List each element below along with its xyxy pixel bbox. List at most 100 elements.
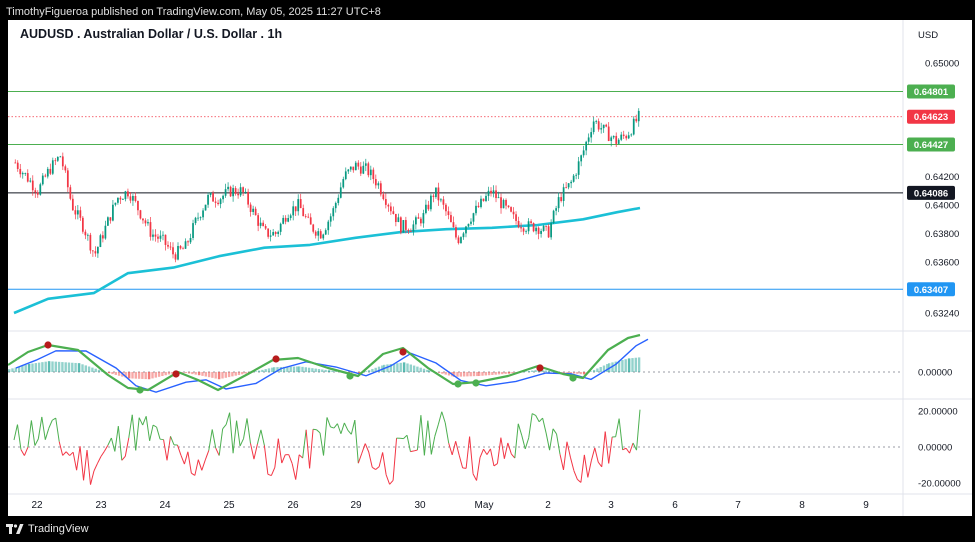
candle-body[interactable] (254, 208, 257, 216)
tradingview-logo-icon[interactable] (6, 523, 24, 535)
candle-body[interactable] (502, 199, 505, 209)
candle-body[interactable] (399, 217, 402, 233)
candle-body[interactable] (490, 190, 492, 194)
candle-body[interactable] (207, 194, 209, 205)
candle-body[interactable] (59, 156, 62, 158)
candle-body[interactable] (500, 197, 502, 209)
candle-body[interactable] (257, 215, 260, 226)
crossover-dot[interactable] (472, 379, 480, 387)
candle-body[interactable] (362, 165, 365, 174)
candle-body[interactable] (224, 189, 227, 196)
candle-body[interactable] (382, 194, 385, 200)
candle-body[interactable] (467, 223, 470, 227)
candle-body[interactable] (86, 234, 89, 236)
crossover-dot[interactable] (569, 374, 577, 382)
candle-body[interactable] (580, 155, 583, 162)
candle-body[interactable] (187, 241, 189, 243)
candle-body[interactable] (94, 251, 97, 254)
candle-body[interactable] (530, 221, 532, 224)
candle-body[interactable] (374, 179, 377, 186)
crossover-dot[interactable] (272, 355, 280, 363)
candle-body[interactable] (179, 245, 182, 249)
candle-body[interactable] (430, 195, 432, 210)
candle-body[interactable] (71, 198, 74, 211)
candle-body[interactable] (61, 156, 64, 167)
candle-body[interactable] (244, 191, 247, 193)
candle-body[interactable] (470, 221, 472, 224)
candle-body[interactable] (582, 150, 585, 156)
oscillator-signal-line[interactable] (15, 338, 649, 393)
candle-body[interactable] (592, 121, 595, 133)
candle-body[interactable] (515, 214, 517, 221)
candle-body[interactable] (134, 196, 137, 201)
candle-body[interactable] (625, 135, 628, 139)
candle-body[interactable] (329, 216, 332, 222)
candle-body[interactable] (432, 195, 435, 198)
candle-body[interactable] (242, 187, 244, 192)
candle-body[interactable] (312, 224, 315, 232)
candle-body[interactable] (342, 179, 345, 188)
candle-body[interactable] (36, 192, 39, 195)
candle-body[interactable] (339, 187, 342, 198)
candle-body[interactable] (189, 237, 192, 243)
candle-body[interactable] (247, 191, 250, 205)
level-tag-4[interactable] (907, 185, 955, 200)
candle-body[interactable] (319, 231, 322, 239)
candle-body[interactable] (600, 128, 603, 130)
candle-body[interactable] (24, 173, 27, 174)
candle-body[interactable] (617, 139, 620, 144)
candle-body[interactable] (122, 199, 124, 200)
candle-body[interactable] (369, 169, 372, 176)
candle-body[interactable] (367, 163, 370, 176)
candle-body[interactable] (162, 234, 164, 236)
candle-body[interactable] (487, 190, 490, 196)
candle-body[interactable] (209, 192, 212, 195)
candle-body[interactable] (194, 217, 197, 224)
candle-body[interactable] (324, 230, 327, 235)
candle-body[interactable] (359, 166, 362, 174)
candle-body[interactable] (237, 193, 239, 196)
candle-body[interactable] (147, 222, 149, 224)
chart-svg[interactable]: AUDUSD . Australian Dollar / U.S. Dollar… (8, 20, 972, 516)
candle-body[interactable] (144, 220, 147, 224)
candle-body[interactable] (410, 231, 412, 233)
candle-body[interactable] (475, 205, 477, 214)
candle-body[interactable] (294, 206, 297, 212)
candle-body[interactable] (417, 217, 420, 219)
candle-body[interactable] (227, 186, 229, 190)
candle-body[interactable] (219, 199, 222, 205)
candle-body[interactable] (79, 210, 82, 218)
candle-body[interactable] (69, 187, 72, 199)
brand-name[interactable]: TradingView (28, 523, 89, 535)
candle-body[interactable] (542, 225, 545, 231)
candle-body[interactable] (97, 246, 99, 254)
candle-body[interactable] (127, 191, 129, 197)
candle-body[interactable] (452, 222, 455, 228)
crossover-dot[interactable] (44, 341, 52, 349)
candle-body[interactable] (637, 110, 640, 122)
candle-body[interactable] (264, 226, 267, 229)
candle-body[interactable] (425, 204, 427, 214)
candle-body[interactable] (462, 233, 465, 238)
candle-body[interactable] (99, 235, 102, 247)
candle-body[interactable] (29, 180, 32, 182)
candle-body[interactable] (537, 227, 540, 234)
crossover-dot[interactable] (536, 364, 544, 372)
candle-body[interactable] (284, 217, 287, 222)
candle-body[interactable] (465, 226, 467, 234)
candle-body[interactable] (169, 246, 172, 248)
oscillator-main-line[interactable] (8, 333, 641, 392)
candle-body[interactable] (157, 236, 159, 239)
candle-body[interactable] (595, 121, 598, 122)
candle-body[interactable] (34, 190, 37, 193)
crossover-dot[interactable] (136, 386, 144, 394)
candle-body[interactable] (279, 223, 282, 232)
candle-body[interactable] (212, 192, 214, 202)
candle-body[interactable] (402, 220, 405, 233)
candle-body[interactable] (607, 126, 610, 141)
candle-body[interactable] (517, 220, 520, 228)
candle-body[interactable] (565, 187, 568, 189)
candle-body[interactable] (199, 217, 202, 219)
candle-body[interactable] (532, 223, 535, 232)
candle-body[interactable] (132, 196, 134, 201)
